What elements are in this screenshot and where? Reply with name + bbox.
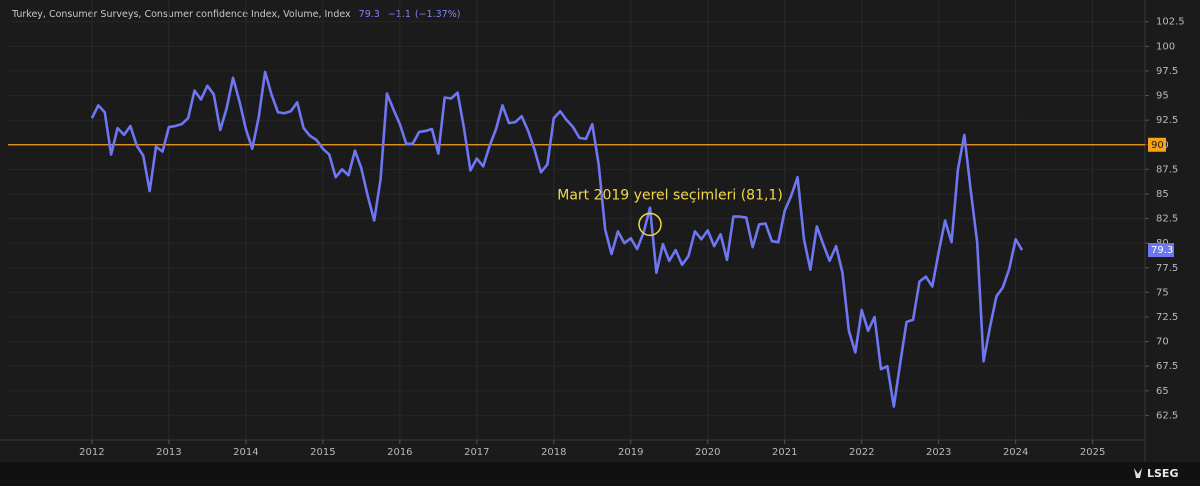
x-tick-label: 2017 <box>464 447 489 458</box>
logo-icon <box>1134 468 1142 478</box>
x-tick-label: 2020 <box>695 447 720 458</box>
y-tick-label: 95 <box>1156 91 1169 102</box>
x-tick-label: 2016 <box>387 447 412 458</box>
logo-text: LSEG <box>1147 467 1178 480</box>
x-tick-label: 2019 <box>618 447 643 458</box>
y-tick-label: 82.5 <box>1156 214 1178 225</box>
x-tick-label: 2014 <box>233 447 258 458</box>
footer <box>0 462 1200 486</box>
y-tick-label: 102.5 <box>1156 17 1185 28</box>
y-tick-label: 62.5 <box>1156 410 1178 421</box>
y-tick-label: 75 <box>1156 287 1169 298</box>
x-tick-label: 2024 <box>1003 447 1028 458</box>
x-tick-label: 2018 <box>541 447 566 458</box>
x-tick-label: 2023 <box>926 447 951 458</box>
x-tick-label: 2022 <box>849 447 874 458</box>
x-tick-label: 2021 <box>772 447 797 458</box>
chart-title: Turkey, Consumer Surveys, Consumer confi… <box>11 9 351 20</box>
y-tick-label: 87.5 <box>1156 164 1178 175</box>
data-line <box>90 70 1024 408</box>
annotation-text: Mart 2019 yerel seçimleri (81,1) <box>557 187 783 203</box>
x-tick-label: 2025 <box>1080 447 1105 458</box>
change-pct: (−1.37%) <box>415 9 461 20</box>
y-tick-label: 72.5 <box>1156 312 1178 323</box>
last-value-box <box>1148 243 1174 258</box>
x-tick-label: 2013 <box>156 447 181 458</box>
y-tick-label: 100 <box>1156 41 1175 52</box>
reference-label: 90 <box>1151 140 1164 151</box>
x-tick-label: 2012 <box>79 447 104 458</box>
annotation-circle <box>638 212 662 237</box>
last-value-label: 79.3 <box>1151 245 1173 256</box>
y-tick-label: 97.5 <box>1156 66 1178 77</box>
y-tick-label: 77.5 <box>1156 263 1178 274</box>
logo: LSEG <box>1134 467 1178 480</box>
last-value: 79.3 <box>359 9 380 20</box>
y-tick-label: 67.5 <box>1156 361 1178 372</box>
header: Turkey, Consumer Surveys, Consumer confi… <box>11 9 460 20</box>
y-tick-label: 70 <box>1156 337 1169 348</box>
y-tick-label: 65 <box>1156 386 1169 397</box>
reference-label-box <box>1148 137 1166 152</box>
y-tick-label: 92.5 <box>1156 115 1178 126</box>
x-tick-label: 2015 <box>310 447 335 458</box>
y-tick-label: 85 <box>1156 189 1169 200</box>
